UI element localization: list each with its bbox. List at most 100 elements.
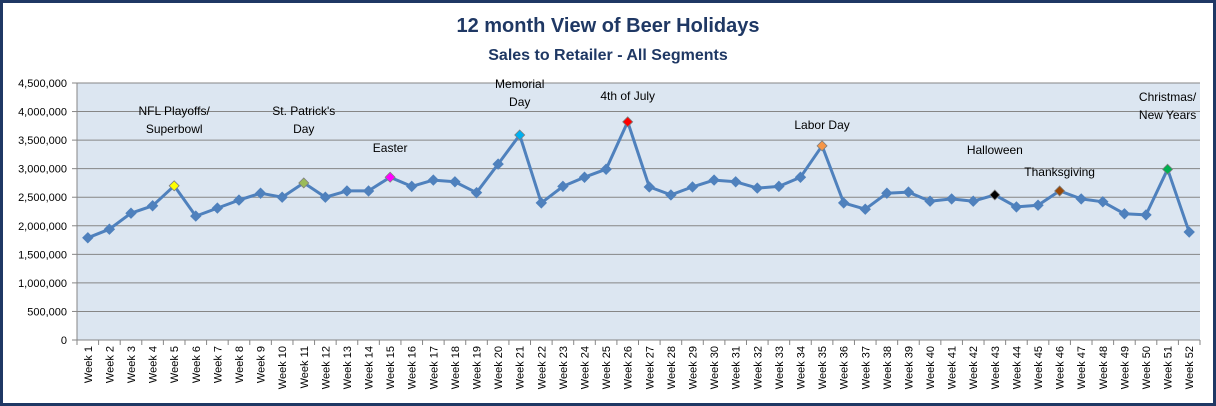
data-point-marker	[643, 181, 656, 193]
data-point-marker	[859, 203, 871, 215]
x-tick-label: Week 3	[126, 346, 138, 383]
x-tick-label: Week 32	[752, 346, 764, 389]
x-tick-label: Week 38	[882, 346, 894, 389]
annotation-label: Memorial	[495, 77, 544, 91]
data-point-marker	[470, 186, 483, 199]
x-tick-label: Week 24	[580, 346, 592, 389]
data-point-marker	[816, 140, 828, 152]
x-tick-label: Week 22	[536, 346, 548, 389]
x-tick-label: Week 26	[623, 346, 635, 389]
x-tick-label: Week 44	[1011, 346, 1023, 389]
chart-subtitle: Sales to Retailer - All Segments	[488, 47, 728, 64]
data-point-marker	[82, 232, 94, 244]
x-tick-label: Week 11	[299, 346, 311, 388]
x-tick-label: Week 51	[1163, 346, 1175, 389]
data-point-marker	[1097, 196, 1109, 208]
data-point-marker	[967, 195, 979, 207]
x-tick-label: Week 50	[1141, 346, 1153, 389]
data-point-marker	[1054, 185, 1066, 197]
y-tick-label: 3,500,000	[18, 135, 67, 147]
data-point-marker	[341, 185, 353, 197]
data-point-marker	[751, 182, 763, 194]
data-point-marker	[924, 195, 936, 207]
data-point-marker	[535, 197, 548, 209]
data-point-marker	[211, 202, 224, 214]
x-tick-label: Week 14	[364, 346, 376, 389]
data-point-marker	[794, 171, 807, 183]
annotation-label: 4th of July	[600, 89, 655, 103]
x-tick-label: Week 2	[104, 346, 116, 383]
x-tick-label: Week 15	[385, 346, 397, 389]
data-point-marker	[729, 176, 742, 188]
data-point-marker	[254, 187, 267, 199]
annotation-label: Labor Day	[794, 118, 849, 132]
x-tick-label: Week 48	[1098, 346, 1110, 389]
y-tick-label: 2,000,000	[18, 221, 67, 233]
data-point-marker	[298, 177, 310, 189]
annotation-label: St. Patrick's	[272, 104, 335, 118]
data-point-marker	[125, 207, 137, 219]
y-tick-label: 4,500,000	[18, 78, 67, 90]
x-tick-label: Week 35	[817, 346, 829, 389]
x-tick-label: Week 8	[234, 346, 246, 383]
data-point-marker	[557, 180, 569, 193]
y-tick-label: 4,000,000	[18, 107, 67, 119]
data-point-marker	[1140, 209, 1152, 221]
x-tick-label: Week 16	[407, 346, 419, 389]
annotation-label: NFL Playoffs/	[138, 104, 210, 118]
x-tick-label: Week 4	[148, 346, 160, 383]
annotation-label: Christmas/	[1139, 90, 1197, 104]
data-point-marker	[837, 197, 850, 209]
annotation-label: Day	[509, 95, 530, 109]
x-tick-label: Week 6	[191, 346, 203, 383]
x-tick-label: Week 12	[320, 346, 332, 389]
x-tick-label: Week 34	[795, 346, 807, 389]
data-point-marker	[665, 189, 677, 201]
x-tick-label: Week 30	[709, 346, 721, 389]
y-tick-label: 3,000,000	[18, 164, 67, 176]
x-tick-label: Week 40	[925, 346, 937, 389]
data-point-marker	[168, 180, 180, 192]
data-point-marker	[708, 174, 720, 186]
y-tick-label: 1,500,000	[18, 249, 67, 261]
y-tick-label: 1,000,000	[18, 278, 67, 290]
x-tick-label: Week 28	[666, 346, 678, 389]
x-tick-label: Week 21	[515, 346, 527, 389]
x-tick-label: Week 43	[990, 346, 1002, 389]
data-point-marker	[1010, 201, 1023, 213]
data-point-marker	[276, 191, 288, 203]
data-point-marker	[989, 189, 1001, 201]
x-tick-label: Week 9	[256, 346, 268, 383]
x-tick-label: Week 36	[839, 346, 851, 389]
annotation-label: Thanksgiving	[1024, 165, 1095, 179]
x-tick-label: Week 7	[212, 346, 224, 383]
x-tick-label: Week 18	[450, 346, 462, 389]
data-point-marker	[103, 223, 116, 235]
x-tick-label: Week 5	[169, 346, 181, 383]
x-tick-label: Week 25	[601, 346, 613, 389]
x-tick-label: Week 23	[558, 346, 570, 389]
annotation-label: Superbowl	[146, 122, 203, 136]
data-point-marker	[945, 193, 958, 205]
x-tick-label: Week 27	[644, 346, 656, 389]
y-tick-label: 500,000	[27, 306, 67, 318]
data-point-marker	[406, 180, 418, 193]
data-point-marker	[881, 187, 893, 199]
x-tick-label: Week 42	[968, 346, 980, 389]
x-tick-label: Week 29	[687, 346, 699, 389]
data-point-marker	[1032, 199, 1044, 211]
x-tick-label: Week 20	[493, 346, 505, 389]
x-tick-label: Week 52	[1184, 346, 1196, 389]
data-point-marker	[319, 191, 332, 203]
x-tick-label: Week 19	[472, 346, 484, 389]
y-tick-label: 0	[61, 335, 67, 347]
annotation-label: Halloween	[967, 143, 1023, 157]
x-tick-label: Week 31	[731, 346, 743, 389]
x-tick-label: Week 17	[428, 346, 440, 389]
annotation-label: Day	[293, 122, 314, 136]
x-tick-label: Week 47	[1076, 346, 1088, 389]
annotation-label: Easter	[373, 141, 408, 155]
data-point-marker	[600, 163, 612, 175]
data-point-marker	[146, 200, 159, 212]
